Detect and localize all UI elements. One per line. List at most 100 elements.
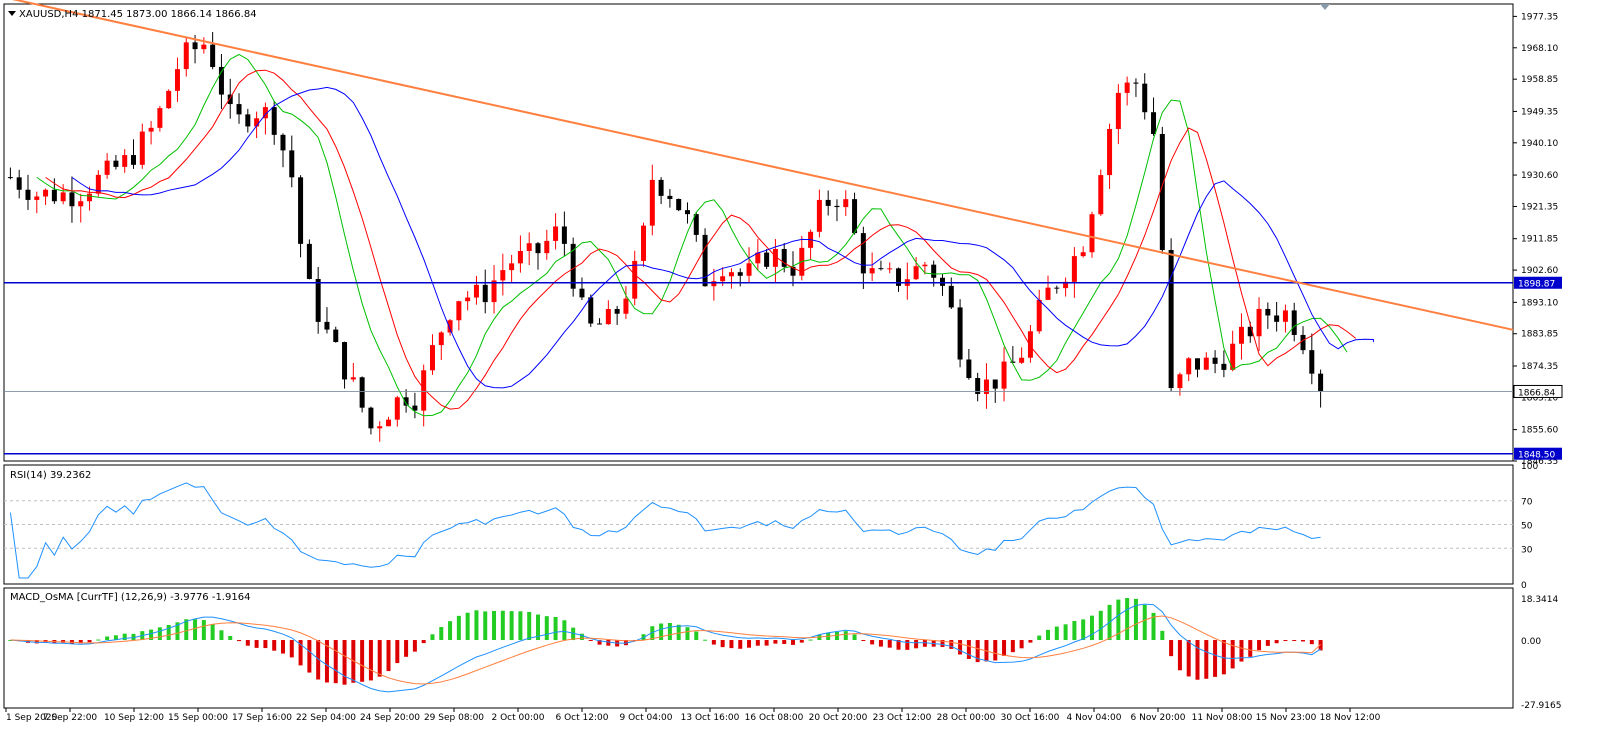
osma-bar: [1160, 630, 1165, 641]
candle: [641, 222, 647, 267]
osma-bar: [1116, 599, 1121, 641]
candle-body: [148, 127, 154, 132]
candle-body: [1151, 112, 1157, 134]
candle: [983, 363, 989, 409]
osma-bar: [571, 627, 576, 641]
candle-body: [1089, 214, 1095, 253]
candle-body: [271, 107, 277, 135]
time-tick-label: 29 Sep 08:00: [424, 713, 484, 723]
candle: [1221, 350, 1227, 378]
candle: [166, 89, 172, 109]
macd-axis: 18.3414 0.00 -27.9165: [1521, 595, 1561, 711]
candle-body: [289, 150, 295, 178]
candle-body: [605, 309, 611, 325]
candle: [1238, 313, 1244, 360]
osma-bar: [105, 636, 110, 641]
candle: [1282, 304, 1288, 333]
candle-body: [166, 90, 172, 109]
candle: [1309, 333, 1315, 385]
price-tick-label: 1855.60: [1521, 426, 1558, 436]
candle: [623, 286, 629, 319]
candle-body: [456, 301, 462, 321]
osma-bar: [1186, 640, 1191, 677]
candle-body: [403, 397, 409, 406]
candle: [456, 300, 462, 331]
candle: [1256, 297, 1262, 351]
candle-body: [825, 199, 831, 206]
price-tick-label: 1940.10: [1521, 139, 1558, 149]
candle-body: [1010, 361, 1016, 363]
candle-body: [896, 268, 902, 286]
candle-body: [1194, 358, 1200, 370]
candle: [1054, 285, 1060, 294]
osma-bar: [1081, 619, 1086, 641]
osma-bar: [254, 640, 259, 648]
candle-body: [1159, 133, 1165, 251]
osma-bar: [307, 640, 312, 673]
candle: [482, 269, 488, 314]
candle: [535, 241, 541, 270]
candle: [7, 167, 13, 180]
candle-body: [262, 107, 268, 119]
current-price-label: 1866.84: [1518, 388, 1555, 398]
candle: [1001, 347, 1007, 402]
osma-bar: [386, 640, 391, 672]
candle: [597, 318, 603, 325]
candle-body: [1071, 256, 1077, 282]
candle: [280, 133, 286, 168]
price-panel-frame: [3, 3, 1514, 462]
candle-body: [816, 199, 822, 232]
trendline[interactable]: [4, 0, 1514, 331]
osma-bar: [694, 631, 699, 641]
rsi-tick-label: 30: [1521, 545, 1533, 555]
osma-bar: [562, 620, 567, 641]
dropdown-triangle-icon[interactable]: [8, 11, 16, 16]
candle-body: [834, 205, 840, 208]
candle: [368, 406, 374, 435]
osma-bar: [773, 640, 778, 644]
candle-body: [386, 419, 392, 427]
candle-body: [535, 243, 541, 254]
rsi-panel-frame: [3, 464, 1514, 585]
candle-body: [218, 66, 224, 95]
osma-bar: [667, 623, 672, 641]
candle-body: [16, 177, 22, 190]
candle-body: [183, 42, 189, 70]
macd-tick-label: 18.3414: [1521, 595, 1558, 605]
osma-bar: [703, 639, 708, 641]
candle: [860, 226, 866, 290]
osma-bar: [149, 629, 154, 641]
candle: [887, 262, 893, 274]
price-tick-label: 1865.10: [1521, 393, 1558, 403]
candle: [1080, 246, 1086, 258]
candle: [975, 372, 981, 402]
candle: [1291, 302, 1297, 342]
time-tick-label: 9 Oct 04:00: [620, 713, 673, 723]
osma-bar: [535, 614, 540, 641]
osma-bar: [342, 640, 347, 685]
macd-panel[interactable]: 18.3414 0.00 -27.9165 MACD_OsMA [CurrTF] (…: [3, 587, 1561, 711]
candle: [148, 121, 154, 145]
osma-bar: [711, 640, 716, 645]
shift-marker-icon[interactable]: [1320, 4, 1330, 10]
candle-body: [966, 359, 972, 379]
macd-line: [10, 603, 1321, 693]
osma-bar: [791, 640, 796, 645]
rsi-panel[interactable]: 100 70 50 30 0 RSI(14) 39.2362: [3, 462, 1538, 591]
price-panel[interactable]: 1977.35 1968.10 1958.85 1949.35 1940.10 1930.…: [3, 0, 1563, 467]
osma-bar: [764, 640, 769, 646]
osma-bar: [1213, 640, 1218, 677]
candle: [966, 348, 972, 380]
price-tick-label: 1930.60: [1521, 171, 1558, 181]
candle: [500, 253, 506, 296]
candle: [808, 229, 814, 260]
candle-body: [948, 285, 954, 308]
moving-averages-layer: [36, 53, 1374, 417]
osma-bar: [799, 640, 804, 643]
time-tick-label: 11 Nov 08:00: [1192, 713, 1253, 723]
candle: [359, 376, 365, 413]
osma-bar: [755, 640, 760, 646]
candle: [764, 249, 770, 270]
